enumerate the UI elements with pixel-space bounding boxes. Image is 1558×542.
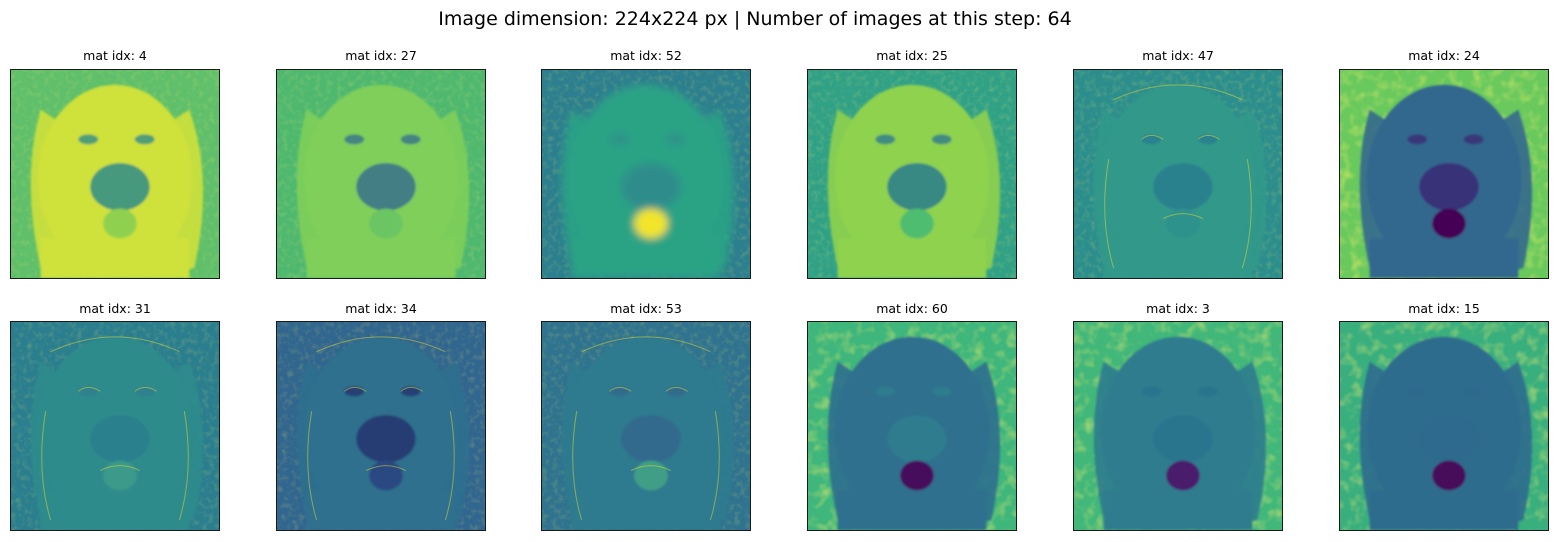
panel-title-idx-52: mat idx: 52 — [610, 48, 682, 63]
panel-title-idx-25: mat idx: 25 — [876, 48, 948, 63]
panel-title-idx-47: mat idx: 47 — [1142, 48, 1214, 63]
panel-title-idx-34: mat idx: 34 — [345, 301, 417, 316]
feature-map-idx-15 — [1339, 321, 1549, 531]
panel-title-idx-31: mat idx: 31 — [79, 301, 151, 316]
feature-map-idx-53 — [541, 321, 751, 531]
feature-map-idx-3 — [1073, 321, 1283, 531]
figure-title: Image dimension: 224x224 px | Number of … — [438, 8, 1072, 30]
feature-map-idx-47 — [1073, 69, 1283, 279]
feature-map-idx-34 — [276, 321, 486, 531]
panel-title-idx-27: mat idx: 27 — [345, 48, 417, 63]
panel-title-idx-60: mat idx: 60 — [876, 301, 948, 316]
panel-title-idx-24: mat idx: 24 — [1408, 48, 1480, 63]
feature-map-idx-60 — [807, 321, 1017, 531]
feature-map-idx-52 — [541, 69, 751, 279]
panel-title-idx-15: mat idx: 15 — [1408, 301, 1480, 316]
feature-map-idx-24 — [1339, 69, 1549, 279]
panel-title-idx-3: mat idx: 3 — [1146, 301, 1210, 316]
feature-map-idx-27 — [276, 69, 486, 279]
panel-title-idx-53: mat idx: 53 — [610, 301, 682, 316]
feature-map-idx-4 — [10, 69, 220, 279]
panel-title-idx-4: mat idx: 4 — [83, 48, 147, 63]
feature-map-idx-25 — [807, 69, 1017, 279]
feature-map-idx-31 — [10, 321, 220, 531]
